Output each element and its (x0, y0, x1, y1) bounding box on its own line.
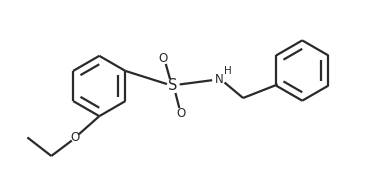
Text: O: O (71, 131, 80, 144)
Text: N: N (215, 73, 223, 86)
Text: O: O (177, 107, 186, 120)
Text: O: O (158, 52, 168, 65)
Text: H: H (224, 66, 232, 76)
Text: S: S (168, 78, 177, 94)
